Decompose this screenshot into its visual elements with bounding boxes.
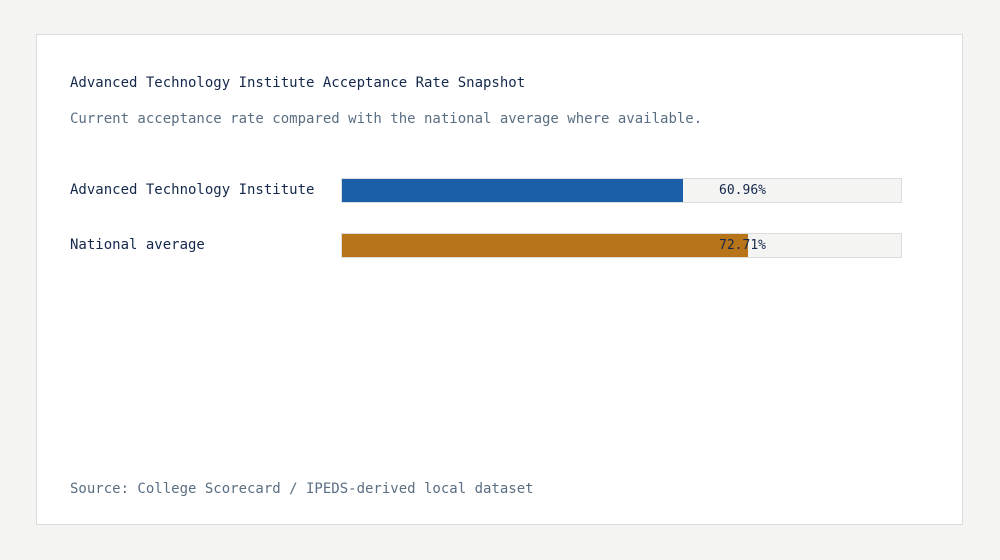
bar-value-national-average: 72.71% xyxy=(719,238,766,253)
bar-row-national-average: National average 72.71% xyxy=(70,233,902,258)
bar-label-institute: Advanced Technology Institute xyxy=(70,182,315,198)
chart-source: Source: College Scorecard / IPEDS-derive… xyxy=(70,481,534,497)
bar-track-national-average: 72.71% xyxy=(341,233,902,258)
chart-card: Advanced Technology Institute Acceptance… xyxy=(36,34,963,525)
chart-subtitle: Current acceptance rate compared with th… xyxy=(70,111,703,127)
bar-fill-institute xyxy=(342,179,683,202)
bar-track-institute: 60.96% xyxy=(341,178,902,203)
bar-fill-national-average xyxy=(342,234,749,257)
bar-label-national-average: National average xyxy=(70,237,205,253)
bar-value-institute: 60.96% xyxy=(719,183,766,198)
bar-row-institute: Advanced Technology Institute 60.96% xyxy=(70,178,902,203)
chart-title: Advanced Technology Institute Acceptance… xyxy=(70,75,526,91)
